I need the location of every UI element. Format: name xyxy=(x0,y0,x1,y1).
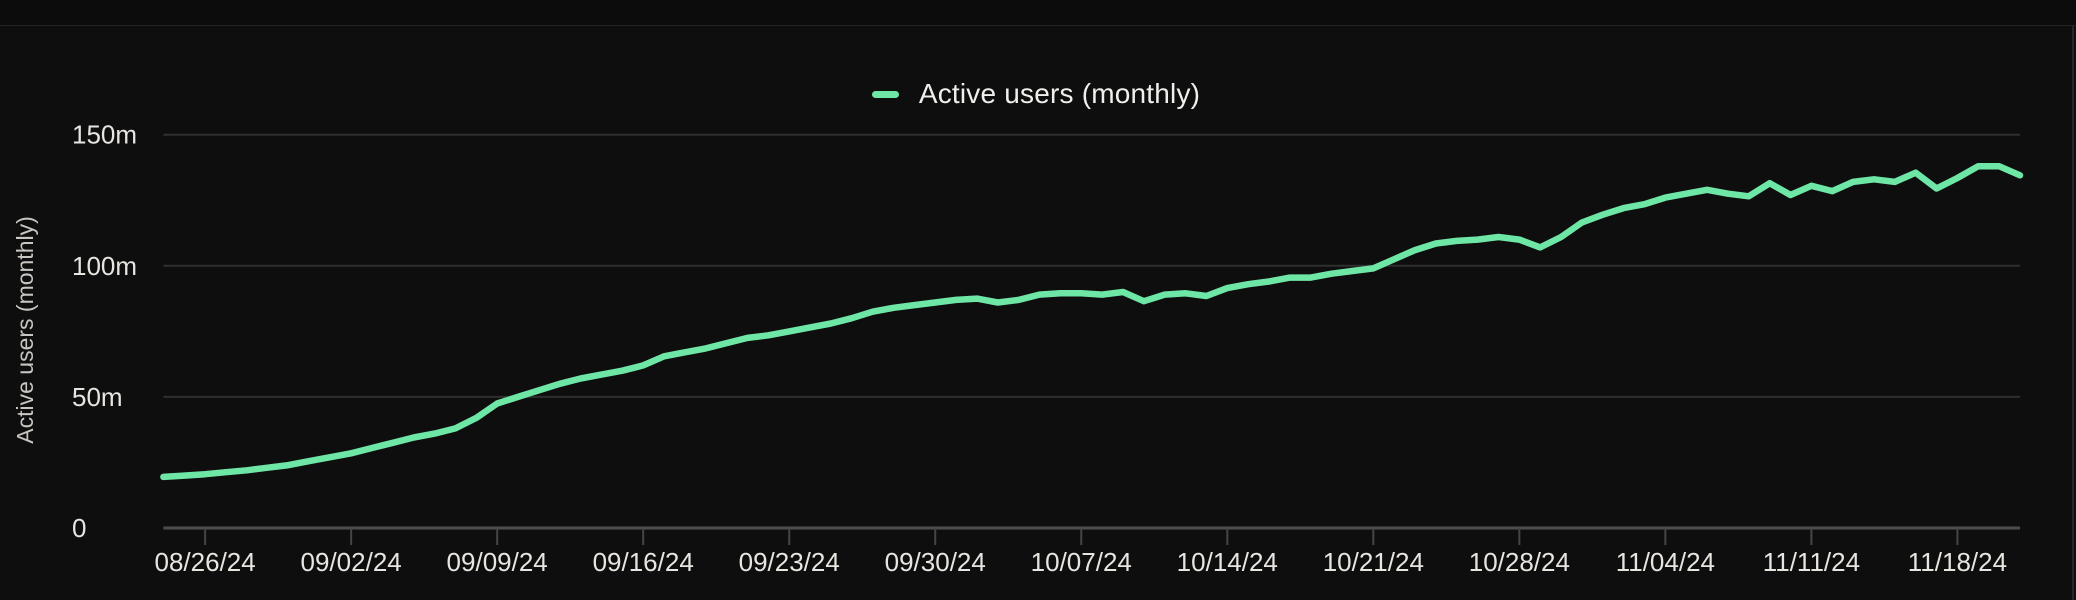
x-tick-label: 10/28/24 xyxy=(1469,547,1570,577)
series-line-active-users xyxy=(160,162,2024,481)
x-tick-label: 08/26/24 xyxy=(155,547,256,577)
x-tick-label: 09/30/24 xyxy=(885,547,986,577)
legend-label: Active users (monthly) xyxy=(918,78,1201,109)
x-tick-label: 09/09/24 xyxy=(447,547,548,577)
x-tick-label: 10/21/24 xyxy=(1323,547,1424,577)
legend-swatch-icon xyxy=(871,90,899,98)
top-bar xyxy=(0,0,2076,26)
x-tick-label: 11/11/24 xyxy=(1763,547,1860,577)
x-tick-label: 09/23/24 xyxy=(739,547,840,577)
y-axis-title: Active users (monthly) xyxy=(12,216,38,444)
chart-legend[interactable]: Active users (monthly) xyxy=(0,78,2072,110)
x-tick-label: 09/16/24 xyxy=(593,547,694,577)
x-tick-label: 10/14/24 xyxy=(1177,547,1278,577)
chart-card: Active users (monthly) xyxy=(0,26,2074,600)
x-tick-label: 11/04/24 xyxy=(1616,547,1715,577)
x-tick-label: 09/02/24 xyxy=(301,547,402,577)
x-tick-label: 10/07/24 xyxy=(1031,547,1132,577)
y-tick-label: 50m xyxy=(72,382,123,412)
y-tick-label: 100m xyxy=(72,251,137,281)
y-tick-label: 0 xyxy=(72,513,86,543)
x-tick-label: 11/18/24 xyxy=(1908,547,2007,577)
y-tick-label: 150m xyxy=(72,120,137,150)
